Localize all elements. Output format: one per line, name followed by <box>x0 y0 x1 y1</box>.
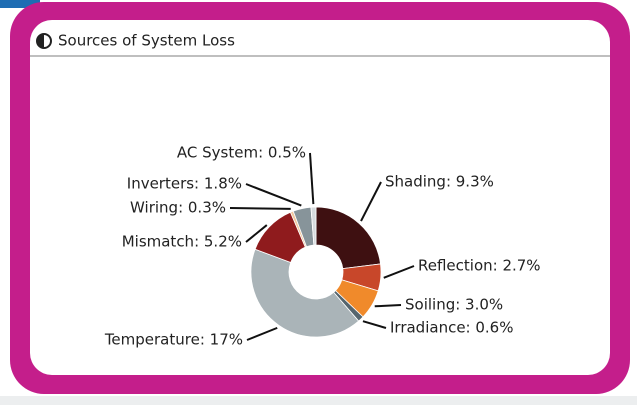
bottom-strip <box>0 396 637 405</box>
slice-label: Reflection: 2.7% <box>418 257 541 275</box>
slice <box>310 206 317 246</box>
slice <box>250 248 360 338</box>
leader-line <box>245 183 302 207</box>
icon-half <box>37 34 44 48</box>
slice-label: Temperature: 17% <box>104 331 243 349</box>
leader-line <box>229 207 291 210</box>
slice-label: Shading: 9.3% <box>385 173 494 191</box>
card <box>30 20 610 375</box>
slice-label: Mismatch: 5.2% <box>122 233 242 251</box>
leader-line <box>374 304 402 308</box>
leader-line <box>360 181 382 222</box>
card-title: Sources of System Loss <box>58 32 235 50</box>
slice-label: Inverters: 1.8% <box>127 175 242 193</box>
leader-line <box>309 152 315 205</box>
leader-line <box>362 320 387 329</box>
leader-line <box>246 326 278 341</box>
slice-label: Wiring: 0.3% <box>130 199 226 217</box>
slice-label: Irradiance: 0.6% <box>390 319 513 337</box>
slice-label: AC System: 0.5% <box>177 144 306 162</box>
slice-label: Soiling: 3.0% <box>405 296 503 314</box>
leader-line <box>383 265 415 279</box>
leader-line <box>245 224 268 243</box>
top-strip <box>0 0 40 8</box>
